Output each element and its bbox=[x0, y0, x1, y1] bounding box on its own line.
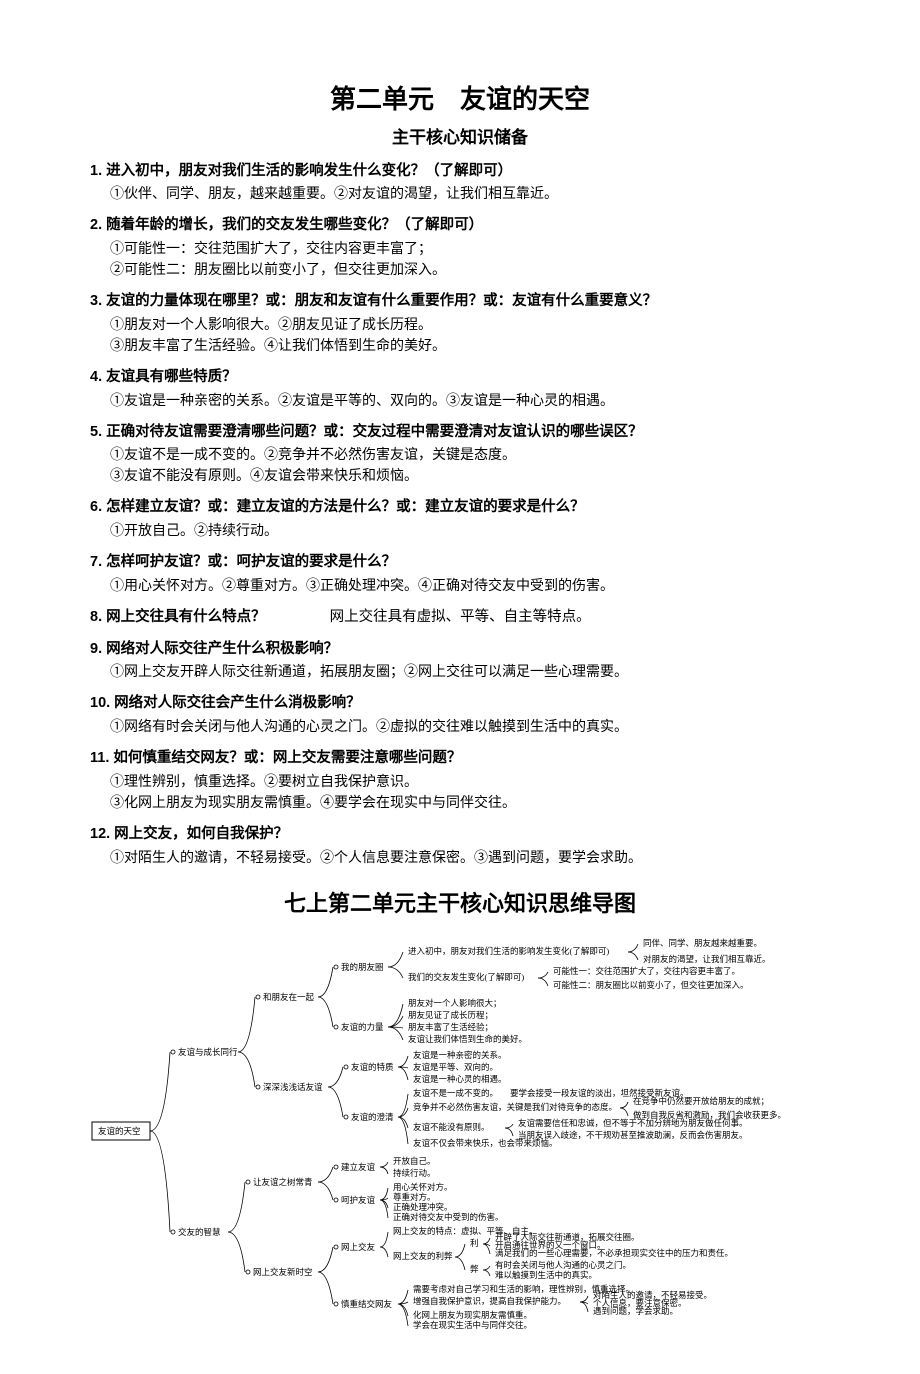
svg-text:对朋友的渴望，让我们相互靠近。: 对朋友的渴望，让我们相互靠近。 bbox=[643, 954, 771, 964]
q8-inline-answer: 网上交往具有虚拟、平等、自主等特点。 bbox=[330, 609, 591, 625]
svg-text:交友的智慧: 交友的智慧 bbox=[178, 1227, 221, 1237]
svg-text:遇到问题，学会求助。: 遇到问题，学会求助。 bbox=[593, 1306, 678, 1316]
svg-text:友谊不是一成不变的。: 友谊不是一成不变的。 bbox=[413, 1088, 498, 1098]
svg-text:慎重结交网友: 慎重结交网友 bbox=[341, 1299, 393, 1309]
svg-text:网上交友: 网上交友 bbox=[341, 1242, 376, 1252]
q3-answer-2: ③朋友丰富了生活经验。④让我们体悟到生命的美好。 bbox=[90, 336, 830, 357]
svg-text:友谊的天空: 友谊的天空 bbox=[98, 1126, 141, 1136]
svg-text:友谊的特质: 友谊的特质 bbox=[351, 1062, 394, 1072]
section-2: 2. 随着年龄的增长，我们的交友发生哪些变化？（了解即可） ①可能性一：交往范围… bbox=[90, 215, 830, 281]
svg-text:友谊让我们体悟到生命的美好。: 友谊让我们体悟到生命的美好。 bbox=[408, 1034, 527, 1044]
q12-heading: 12. 网上交友，如何自我保护？ bbox=[90, 824, 830, 846]
q12-answer: ①对陌生人的邀请，不轻易接受。②个人信息要注意保密。③遇到问题，要学会求助。 bbox=[90, 848, 830, 869]
svg-text:在竞争中仍然要开放给朋友的成就；: 在竞争中仍然要开放给朋友的成就； bbox=[633, 1096, 769, 1106]
svg-text:持续行动。: 持续行动。 bbox=[393, 1168, 436, 1178]
svg-text:正确处理冲突。: 正确处理冲突。 bbox=[393, 1202, 453, 1212]
q7-answer: ①用心关怀对方。②尊重对方。③正确处理冲突。④正确对待交友中受到的伤害。 bbox=[90, 576, 830, 597]
svg-text:建立友谊: 建立友谊 bbox=[341, 1162, 376, 1172]
section-10: 10. 网络对人际交往会产生什么消极影响？ ①网络有时会关闭与他人沟通的心灵之门… bbox=[90, 693, 830, 738]
q5-answer-1: ①友谊不是一成不变的。②竞争并不必然伤害友谊，关键是态度。 bbox=[90, 445, 830, 466]
q4-answer: ①友谊是一种亲密的关系。②友谊是平等的、双向的。③友谊是一种心灵的相遇。 bbox=[90, 391, 830, 412]
q11-answer-2: ③化网上朋友为现实朋友需慎重。④要学会在现实中与同伴交往。 bbox=[90, 793, 830, 814]
section-1: 1. 进入初中，朋友对我们生活的影响发生什么变化？（了解即可） ①伙伴、同学、朋… bbox=[90, 161, 830, 206]
page-subtitle: 主干核心知识储备 bbox=[90, 125, 830, 151]
svg-text:难以触摸到生活中的真实。: 难以触摸到生活中的真实。 bbox=[495, 1270, 597, 1280]
q6-answer: ①开放自己。②持续行动。 bbox=[90, 521, 830, 542]
svg-text:满足我们的一些心理需要，不必承担现实交往中的压力和责任。: 满足我们的一些心理需要，不必承担现实交往中的压力和责任。 bbox=[495, 1248, 733, 1258]
svg-text:竞争并不必然伤害友谊，关键是我们对待竞争的态度。: 竞争并不必然伤害友谊，关键是我们对待竞争的态度。 bbox=[413, 1102, 617, 1112]
section-7: 7. 怎样呵护友谊？或：呵护友谊的要求是什么？ ①用心关怀对方。②尊重对方。③正… bbox=[90, 552, 830, 597]
svg-text:进入初中，朋友对我们生活的影响发生变化(了解即可): 进入初中，朋友对我们生活的影响发生变化(了解即可) bbox=[408, 946, 609, 956]
q6-heading: 6. 怎样建立友谊？或：建立友谊的方法是什么？或：建立友谊的要求是什么？ bbox=[90, 497, 830, 519]
svg-text:我们的交友发生变化(了解即可): 我们的交友发生变化(了解即可) bbox=[408, 972, 524, 982]
q4-heading: 4. 友谊具有哪些特质？ bbox=[90, 367, 830, 389]
svg-text:用心关怀对方。: 用心关怀对方。 bbox=[393, 1182, 453, 1192]
q9-answer: ①网上交友开辟人际交往新通道，拓展朋友圈；②网上交往可以满足一些心理需要。 bbox=[90, 662, 830, 683]
q1-heading: 1. 进入初中，朋友对我们生活的影响发生什么变化？（了解即可） bbox=[90, 161, 830, 183]
svg-text:友谊不仅会带来快乐，也会带来烦恼。: 友谊不仅会带来快乐，也会带来烦恼。 bbox=[413, 1138, 558, 1148]
q11-answer-1: ①理性辨别，慎重选择。②要树立自我保护意识。 bbox=[90, 772, 830, 793]
q10-answer: ①网络有时会关闭与他人沟通的心灵之门。②虚拟的交往难以触摸到生活中的真实。 bbox=[90, 717, 830, 738]
svg-text:友谊需要信任和忠诚，但不等于不加分辨地为朋友做任何事。: 友谊需要信任和忠诚，但不等于不加分辨地为朋友做任何事。 bbox=[518, 1118, 748, 1128]
svg-text:友谊是一种心灵的相遇。: 友谊是一种心灵的相遇。 bbox=[413, 1074, 507, 1084]
svg-text:和朋友在一起: 和朋友在一起 bbox=[263, 992, 315, 1002]
q7-heading: 7. 怎样呵护友谊？或：呵护友谊的要求是什么？ bbox=[90, 552, 830, 574]
svg-text:开放自己。: 开放自己。 bbox=[393, 1156, 436, 1166]
svg-text:可能性二：朋友圈比以前变小了，但交往更加深入。: 可能性二：朋友圈比以前变小了，但交往更加深入。 bbox=[553, 980, 749, 990]
svg-text:尊重对方。: 尊重对方。 bbox=[393, 1192, 436, 1202]
svg-text:增强自我保护意识，提高自我保护能力。: 增强自我保护意识，提高自我保护能力。 bbox=[413, 1296, 566, 1306]
svg-text:友谊是平等、双向的。: 友谊是平等、双向的。 bbox=[413, 1062, 498, 1072]
svg-text:有时会关闭与他人沟通的心灵之门。: 有时会关闭与他人沟通的心灵之门。 bbox=[495, 1260, 631, 1270]
q3-heading: 3. 友谊的力量体现在哪里？或：朋友和友谊有什么重要作用？或：友谊有什么重要意义… bbox=[90, 291, 830, 313]
svg-text:网上交友新时空: 网上交友新时空 bbox=[253, 1267, 313, 1277]
q2-heading: 2. 随着年龄的增长，我们的交友发生哪些变化？（了解即可） bbox=[90, 215, 830, 237]
svg-text:弊: 弊 bbox=[470, 1264, 479, 1274]
mindmap-svg: 友谊的天空 友谊与成长同行 交友的智慧 和朋友在一起 深深浅浅话友谊 让友谊之树… bbox=[90, 932, 830, 1332]
q8-heading: 8. 网上交往具有什么特点？ 网上交往具有虚拟、平等、自主等特点。 bbox=[90, 607, 830, 629]
page-title: 第二单元 友谊的天空 bbox=[90, 80, 830, 119]
svg-text:朋友丰富了生活经验；: 朋友丰富了生活经验； bbox=[408, 1022, 493, 1032]
svg-text:友谊不能没有原则。: 友谊不能没有原则。 bbox=[413, 1122, 490, 1132]
svg-text:朋友见证了成长历程；: 朋友见证了成长历程； bbox=[408, 1010, 493, 1020]
svg-text:同伴、同学、朋友越来越重要。: 同伴、同学、朋友越来越重要。 bbox=[643, 938, 762, 948]
svg-text:呵护友谊: 呵护友谊 bbox=[341, 1195, 376, 1205]
section-4: 4. 友谊具有哪些特质？ ①友谊是一种亲密的关系。②友谊是平等的、双向的。③友谊… bbox=[90, 367, 830, 412]
svg-text:网上交友的利弊: 网上交友的利弊 bbox=[393, 1251, 453, 1261]
section-11: 11. 如何慎重结交网友？或：网上交友需要注意哪些问题？ ①理性辨别，慎重选择。… bbox=[90, 748, 830, 814]
svg-text:友谊的澄清: 友谊的澄清 bbox=[351, 1112, 394, 1122]
section-9: 9. 网络对人际交往产生什么积极影响？ ①网上交友开辟人际交往新通道，拓展朋友圈… bbox=[90, 639, 830, 684]
svg-text:可能性一：交往范围扩大了，交往内容更丰富了。: 可能性一：交往范围扩大了，交往内容更丰富了。 bbox=[553, 966, 740, 976]
q1-answer: ①伙伴、同学、朋友，越来越重要。②对友谊的渴望，让我们相互靠近。 bbox=[90, 184, 830, 205]
mindmap: 友谊的天空 友谊与成长同行 交友的智慧 和朋友在一起 深深浅浅话友谊 让友谊之树… bbox=[90, 932, 830, 1334]
svg-text:利: 利 bbox=[470, 1238, 479, 1248]
svg-text:友谊是一种亲密的关系。: 友谊是一种亲密的关系。 bbox=[413, 1050, 507, 1060]
svg-text:友谊的力量: 友谊的力量 bbox=[341, 1022, 384, 1032]
q5-heading: 5. 正确对待友谊需要澄清哪些问题？或：交友过程中需要澄清对友谊认识的哪些误区？ bbox=[90, 422, 830, 444]
svg-text:深深浅浅话友谊: 深深浅浅话友谊 bbox=[263, 1082, 323, 1092]
section-3: 3. 友谊的力量体现在哪里？或：朋友和友谊有什么重要作用？或：友谊有什么重要意义… bbox=[90, 291, 830, 357]
q11-heading: 11. 如何慎重结交网友？或：网上交友需要注意哪些问题？ bbox=[90, 748, 830, 770]
mindmap-title: 七上第二单元主干核心知识思维导图 bbox=[90, 887, 830, 920]
svg-text:朋友对一个人影响很大；: 朋友对一个人影响很大； bbox=[408, 998, 502, 1008]
section-8: 8. 网上交往具有什么特点？ 网上交往具有虚拟、平等、自主等特点。 bbox=[90, 607, 830, 629]
svg-text:学会在现实生活中与同伴交往。: 学会在现实生活中与同伴交往。 bbox=[413, 1320, 532, 1330]
svg-text:友谊与成长同行: 友谊与成长同行 bbox=[178, 1047, 238, 1057]
section-5: 5. 正确对待友谊需要澄清哪些问题？或：交友过程中需要澄清对友谊认识的哪些误区？… bbox=[90, 422, 830, 488]
svg-text:我的朋友圈: 我的朋友圈 bbox=[341, 962, 384, 972]
q3-answer-1: ①朋友对一个人影响很大。②朋友见证了成长历程。 bbox=[90, 315, 830, 336]
q9-heading: 9. 网络对人际交往产生什么积极影响？ bbox=[90, 639, 830, 661]
svg-text:化网上朋友为现实朋友需慎重。: 化网上朋友为现实朋友需慎重。 bbox=[413, 1310, 532, 1320]
q2-answer-2: ②可能性二：朋友圈比以前变小了，但交往更加深入。 bbox=[90, 260, 830, 281]
svg-text:让友谊之树常青: 让友谊之树常青 bbox=[253, 1177, 313, 1187]
q2-answer-1: ①可能性一：交往范围扩大了，交往内容更丰富了； bbox=[90, 239, 830, 260]
q8-heading-text: 8. 网上交往具有什么特点？ bbox=[90, 609, 266, 625]
svg-text:正确对待交友中受到的伤害。: 正确对待交友中受到的伤害。 bbox=[393, 1212, 504, 1222]
q10-heading: 10. 网络对人际交往会产生什么消极影响？ bbox=[90, 693, 830, 715]
q5-answer-2: ③友谊不能没有原则。④友谊会带来快乐和烦恼。 bbox=[90, 466, 830, 487]
section-6: 6. 怎样建立友谊？或：建立友谊的方法是什么？或：建立友谊的要求是什么？ ①开放… bbox=[90, 497, 830, 542]
section-12: 12. 网上交友，如何自我保护？ ①对陌生人的邀请，不轻易接受。②个人信息要注意… bbox=[90, 824, 830, 869]
